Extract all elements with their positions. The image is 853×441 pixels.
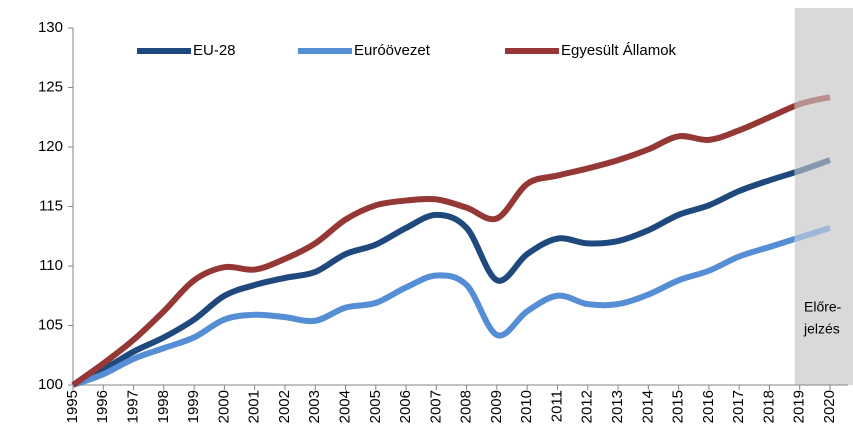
x-tick-label: 1998 (155, 390, 172, 423)
x-tick-label: 2002 (276, 390, 293, 423)
x-tick-label: 2011 (548, 390, 565, 422)
y-tick-label: 130 (38, 19, 63, 36)
y-tick-label: 120 (38, 138, 63, 155)
x-tick-label: 2015 (670, 390, 687, 423)
legend-label: EU-28 (193, 42, 236, 59)
legend-label: Euróövezet (354, 42, 431, 59)
legend-label: Egyesült Államok (561, 42, 677, 59)
x-tick-label: 2013 (609, 390, 626, 423)
forecast-shade (794, 8, 853, 385)
x-tick-label: 1997 (125, 390, 142, 423)
x-tick-label: 1996 (94, 390, 111, 423)
x-tick-label: 2001 (246, 390, 263, 423)
series-line (72, 225, 831, 388)
y-tick-label: 115 (39, 197, 63, 214)
x-tick-label: 2008 (458, 390, 475, 423)
y-tick-label: 110 (39, 257, 63, 274)
y-tick-label: 105 (38, 316, 63, 333)
x-tick-label: 1999 (185, 390, 202, 423)
x-tick-label: 2007 (427, 390, 444, 423)
x-tick-label: 2020 (821, 390, 838, 423)
x-tick-label: 2006 (397, 390, 414, 423)
x-tick-label: 2019 (791, 390, 808, 423)
series-line (71, 94, 831, 388)
series-line (71, 157, 832, 388)
x-tick-label: 1995 (64, 390, 81, 423)
x-tick-label: 2018 (760, 390, 777, 423)
x-tick-label: 2012 (579, 390, 596, 423)
forecast-label: Előre- (804, 299, 842, 315)
x-tick-label: 2009 (488, 390, 505, 423)
x-tick-label: 2005 (367, 390, 384, 423)
x-tick-label: 2016 (700, 390, 717, 423)
x-tick-label: 2004 (336, 390, 353, 423)
forecast-label: jelzés (803, 321, 840, 337)
x-tick-label: 2017 (730, 390, 747, 423)
x-tick-label: 2014 (639, 390, 656, 423)
y-tick-label: 100 (38, 376, 63, 393)
x-tick-label: 2000 (215, 390, 232, 423)
x-tick-label: 2003 (306, 390, 323, 423)
y-tick-label: 125 (38, 78, 63, 95)
x-tick-label: 2010 (518, 390, 535, 423)
